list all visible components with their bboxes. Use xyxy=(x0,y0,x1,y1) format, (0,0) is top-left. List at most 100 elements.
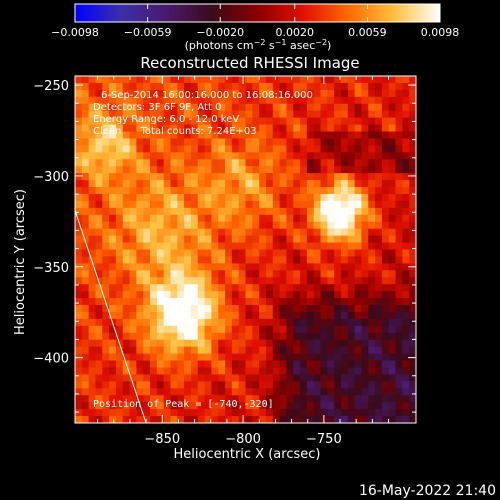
heatmap-cell xyxy=(361,381,369,389)
heatmap-cell xyxy=(122,187,131,195)
heatmap-cell xyxy=(293,82,301,91)
heatmap-cell xyxy=(143,145,151,153)
heatmap-cell xyxy=(184,138,192,146)
heatmap-cell xyxy=(320,214,328,223)
heatmap-cell xyxy=(300,339,308,348)
heatmap-cell xyxy=(252,353,260,362)
heatmap-cell xyxy=(286,103,294,112)
heatmap-cell xyxy=(156,416,165,423)
heatmap-cell xyxy=(238,339,247,348)
heatmap-cell xyxy=(115,318,124,327)
heatmap-cell xyxy=(286,214,294,223)
heatmap-cell xyxy=(211,124,219,133)
heatmap-cell xyxy=(259,131,267,140)
heatmap-cell xyxy=(143,339,151,348)
heatmap-cell xyxy=(109,221,117,230)
heatmap-cell xyxy=(156,402,165,410)
heatmap-cell xyxy=(293,277,301,285)
heatmap-cell xyxy=(211,159,219,167)
heatmap-cell xyxy=(81,117,90,126)
heatmap-cell xyxy=(402,311,410,320)
heatmap-cell xyxy=(286,159,294,167)
heatmap-cell xyxy=(259,145,267,153)
heatmap-cell xyxy=(313,200,322,209)
heatmap-cell xyxy=(95,200,103,209)
heatmap-cell xyxy=(122,131,131,140)
heatmap-cell xyxy=(265,339,274,348)
heatmap-cell xyxy=(204,360,212,369)
heatmap-cell xyxy=(381,277,390,285)
heatmap-cell xyxy=(279,353,288,362)
heatmap-cell xyxy=(81,339,90,348)
heatmap-cell xyxy=(95,124,103,133)
heatmap-cell xyxy=(265,200,274,209)
heatmap-cell xyxy=(184,374,192,382)
heatmap-cell xyxy=(170,187,178,195)
heatmap-cell xyxy=(395,82,403,91)
heatmap-cell xyxy=(340,166,349,174)
heatmap-cell xyxy=(218,318,226,327)
heatmap-cell xyxy=(177,353,185,362)
heatmap-cell xyxy=(279,89,288,98)
heatmap-cell xyxy=(163,298,172,306)
heatmap-cell xyxy=(300,110,308,119)
heatmap-cell xyxy=(347,284,356,292)
heatmap-cell xyxy=(95,374,103,382)
heatmap-cell xyxy=(177,193,185,202)
heatmap-cell xyxy=(265,360,274,369)
heatmap-cell xyxy=(129,360,137,369)
heatmap-cell xyxy=(265,145,274,153)
heatmap-cell xyxy=(388,346,397,355)
heatmap-cell xyxy=(340,402,349,410)
heatmap-cell xyxy=(102,187,110,195)
heatmap-cell xyxy=(388,166,397,174)
heatmap-cell xyxy=(143,395,151,403)
heatmap-cell xyxy=(375,374,383,382)
heatmap-cell xyxy=(204,311,212,320)
heatmap-cell xyxy=(204,305,212,313)
heatmap-cell xyxy=(368,96,376,105)
heatmap-cell xyxy=(184,221,192,230)
heatmap-cell xyxy=(102,381,110,389)
heatmap-cell xyxy=(368,353,376,362)
heatmap-cell xyxy=(231,346,240,355)
heatmap-cell xyxy=(163,145,172,153)
heatmap-cell xyxy=(279,325,288,334)
heatmap-cell xyxy=(122,339,131,348)
heatmap-cell xyxy=(129,332,137,341)
heatmap-cell xyxy=(129,263,137,271)
heatmap-cell xyxy=(177,388,185,396)
heatmap-cell xyxy=(95,96,103,105)
heatmap-cell xyxy=(238,173,247,181)
heatmap-cell xyxy=(95,166,103,174)
heatmap-cell xyxy=(293,200,301,209)
heatmap-cell xyxy=(238,284,247,292)
heatmap-cell xyxy=(115,381,124,389)
heatmap-cell xyxy=(334,242,342,251)
heatmap-cell xyxy=(143,360,151,369)
heatmap-cell xyxy=(245,270,253,278)
heatmap-cell xyxy=(95,256,103,264)
heatmap-cell xyxy=(340,416,349,423)
heatmap-cell xyxy=(245,145,253,153)
heatmap-cell xyxy=(279,159,288,167)
heatmap-cell xyxy=(109,284,117,292)
heatmap-cell xyxy=(163,263,172,271)
heatmap-cell xyxy=(184,228,192,237)
heatmap-cell xyxy=(395,221,403,230)
heatmap-cell xyxy=(204,145,212,153)
heatmap-cell xyxy=(388,263,397,271)
heatmap-cell xyxy=(252,228,260,237)
heatmap-cell xyxy=(204,395,212,403)
heatmap-cell xyxy=(347,96,356,105)
heatmap-cell xyxy=(402,353,410,362)
heatmap-cell xyxy=(320,332,328,341)
heatmap-cell xyxy=(109,82,117,91)
heatmap-cell xyxy=(259,332,267,341)
heatmap-cell xyxy=(272,138,281,146)
heatmap-cell xyxy=(88,409,97,417)
heatmap-cell xyxy=(279,416,288,423)
heatmap-cell xyxy=(402,187,410,195)
heatmap-cell xyxy=(95,360,103,369)
heatmap-cell xyxy=(225,89,233,98)
